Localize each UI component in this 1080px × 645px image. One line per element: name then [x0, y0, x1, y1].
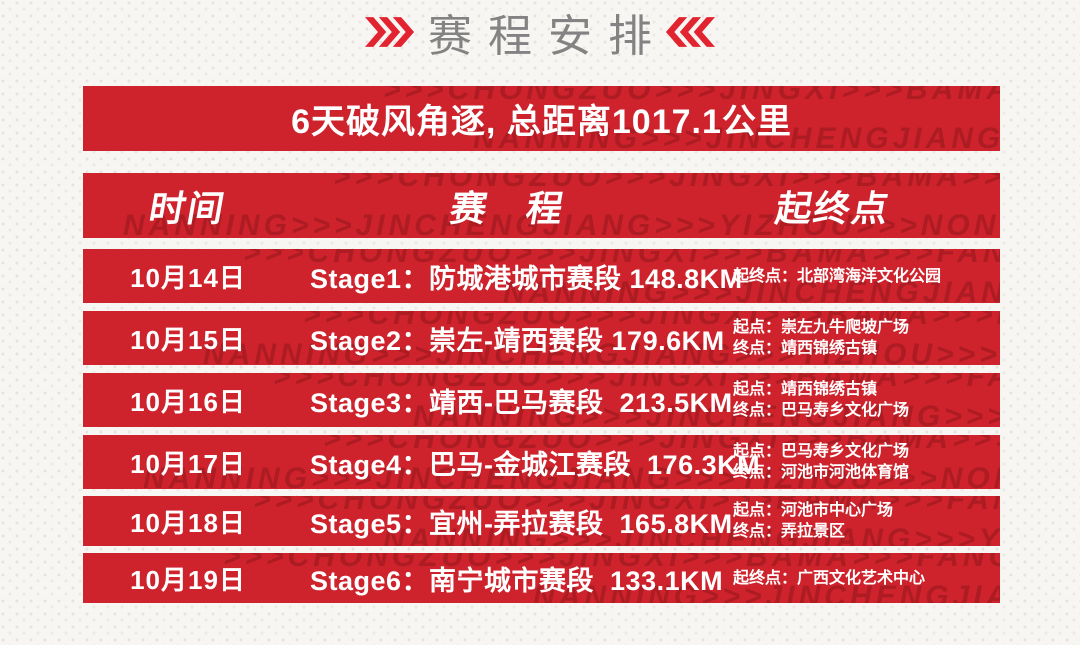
row-stage: Stage2：崇左-靖西赛段 179.6KM — [310, 325, 725, 356]
table-row: >>>CHONGZUO>>>JINGXI>>>BAMA>>>FANGCHENGG… — [83, 311, 1000, 365]
row-endpoints: 起点：巴马寿乡文化广场 终点：河池市河池体育馆 — [723, 441, 1000, 483]
row-endpoints: 起点：河池市中心广场 终点：弄拉景区 — [723, 500, 1000, 542]
endpoint-line: 起点：崇左九牛爬坡广场 — [733, 319, 910, 336]
row-date: 10月19日 — [130, 564, 246, 595]
endpoint-line: 起点：河池市中心广场 — [733, 502, 894, 519]
row-endpoints: 起终点：北部湾海洋文化公园 — [723, 266, 1000, 287]
endpoint-line: 终点：河池市河池体育馆 — [733, 464, 910, 481]
header-endpoints: 起终点 — [772, 187, 894, 229]
row-stage: Stage1：防城港城市赛段 148.8KM — [310, 263, 743, 294]
table-row: >>>CHONGZUO>>>JINGXI>>>BAMA>>>FANGCHENGG… — [83, 435, 1000, 489]
endpoint-line: 起终点：北部湾海洋文化公园 — [733, 267, 942, 285]
row-date: 10月14日 — [130, 262, 246, 293]
row-endpoints: 起终点：广西文化艺术中心 — [723, 568, 1000, 589]
table-header: >>>CHONGZUO>>>JINGXI>>>BAMA>>>FANGCHENGG… — [83, 173, 1000, 238]
endpoint-line: 起点：巴马寿乡文化广场 — [733, 443, 910, 460]
endpoint-line: 终点：巴马寿乡文化广场 — [733, 402, 910, 419]
summary-banner: >>>CHONGZUO>>>JINGXI>>>BAMA>>>FANGCHENGG… — [83, 86, 1000, 151]
page-title-row: 赛程安排 — [0, 4, 1080, 61]
header-time: 时间 — [145, 187, 230, 229]
banner-text: 6天破风角逐, 总距离1017.1公里 — [291, 103, 792, 141]
table-row: >>>CHONGZUO>>>JINGXI>>>BAMA>>>FANGCHENGG… — [83, 496, 1000, 546]
table-row: >>>CHONGZUO>>>JINGXI>>>BAMA>>>FANGCHENGG… — [83, 373, 1000, 427]
row-stage: Stage3：靖西-巴马赛段 213.5KM — [310, 387, 733, 418]
table-row: >>>CHONGZUO>>>JINGXI>>>BAMA>>>FANGCHENGG… — [83, 249, 1000, 303]
endpoint-line: 终点：靖西锦绣古镇 — [733, 340, 878, 357]
row-date: 10月17日 — [130, 448, 246, 479]
row-stage: Stage5：宜州-弄拉赛段 165.8KM — [310, 508, 733, 539]
row-date: 10月16日 — [130, 386, 246, 417]
endpoint-line: 起终点：广西文化艺术中心 — [733, 569, 926, 587]
endpoint-line: 起点：靖西锦绣古镇 — [733, 381, 878, 398]
endpoint-line: 终点：弄拉景区 — [733, 523, 846, 540]
table-row: >>>CHONGZUO>>>JINGXI>>>BAMA>>>FANGCHENGG… — [83, 553, 1000, 603]
row-date: 10月15日 — [130, 324, 246, 355]
triple-chevron-right-icon — [365, 17, 415, 47]
page-title: 赛程安排 — [428, 12, 668, 61]
row-stage: Stage4：巴马-金城江赛段 176.3KM — [310, 449, 761, 480]
header-stage: 赛 程 — [446, 187, 569, 229]
row-endpoints: 起点：靖西锦绣古镇 终点：巴马寿乡文化广场 — [723, 379, 1000, 421]
row-stage: Stage6：南宁城市赛段 133.1KM — [310, 565, 724, 596]
row-date: 10月18日 — [130, 507, 246, 538]
triple-chevron-left-icon — [665, 17, 715, 47]
row-endpoints: 起点：崇左九牛爬坡广场 终点：靖西锦绣古镇 — [723, 317, 1000, 359]
